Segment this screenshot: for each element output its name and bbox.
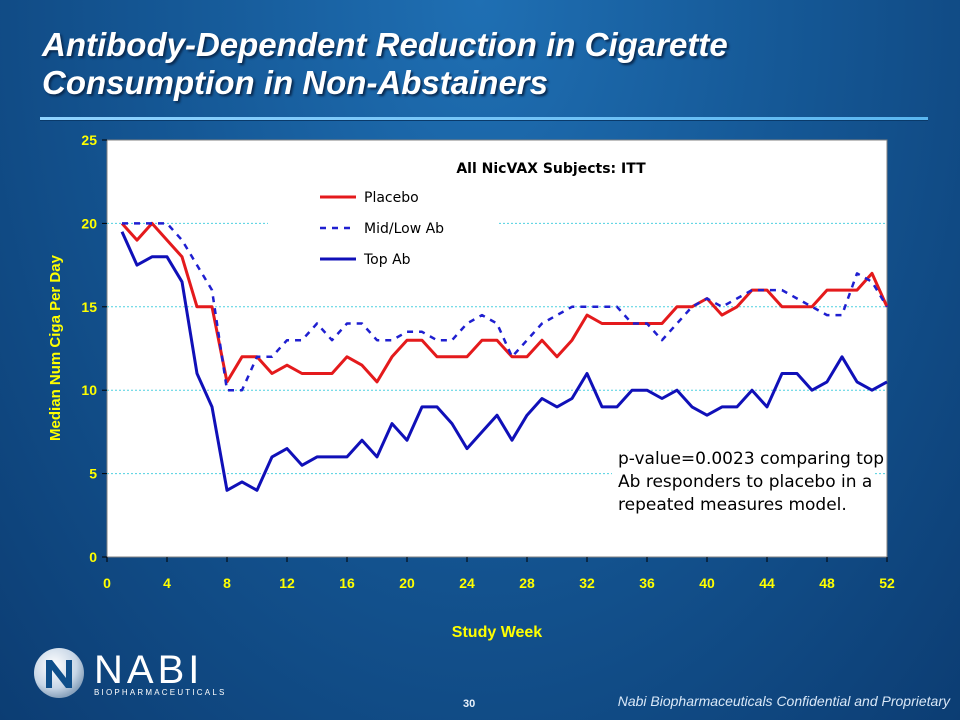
x-tick-label: 32 <box>579 575 595 591</box>
annotation-box <box>612 438 874 516</box>
y-tick-label: 25 <box>81 132 97 148</box>
chart-legend: Placebo Mid/Low Ab Top Ab <box>320 190 444 268</box>
legend-box <box>268 180 498 272</box>
page-number: 30 <box>463 698 476 710</box>
slide-title-line-1: Antibody-Dependent Reduction in Cigarett… <box>42 26 728 63</box>
y-tick-label: 5 <box>89 466 97 482</box>
x-tick-label: 4 <box>163 575 171 591</box>
x-tick-label: 28 <box>519 575 535 591</box>
legend-label: Mid/Low Ab <box>364 221 444 237</box>
x-tick-label: 44 <box>759 575 775 591</box>
x-tick-label: 36 <box>639 575 655 591</box>
x-tick-label: 48 <box>819 575 835 591</box>
y-tick-label: 10 <box>81 382 97 398</box>
p-value-annotation: p-value=0.0023 comparing top Ab responder… <box>618 449 884 515</box>
chart-title: All NicVAX Subjects: ITT <box>456 161 646 177</box>
annotation-line: repeated measures model. <box>618 495 847 515</box>
x-tick-label: 40 <box>699 575 715 591</box>
title-underline <box>40 117 928 121</box>
y-tick-label: 0 <box>89 549 97 565</box>
slide-title-line-2: Consumption in Non-Abstainers <box>42 64 548 101</box>
nabi-globe-icon <box>34 648 84 698</box>
x-tick-label: 0 <box>103 575 111 591</box>
x-tick-label: 20 <box>399 575 415 591</box>
series-line-mid-low-ab <box>122 222 889 392</box>
series-line-top-ab <box>120 231 888 492</box>
logo-tagline: BIOPHARMACEUTICALS <box>94 688 227 697</box>
y-axis-label: Median Num Ciga Per Day <box>47 254 64 441</box>
x-tick-label: 16 <box>339 575 355 591</box>
x-tick-label: 12 <box>279 575 295 591</box>
y-tick-label: 20 <box>81 215 97 231</box>
legend-label: Top Ab <box>363 252 411 268</box>
x-tick-label: 8 <box>223 575 231 591</box>
x-axis-label: Study Week <box>452 624 543 641</box>
footer-confidential: Nabi Biopharmaceuticals Confidential and… <box>617 693 950 709</box>
slide-title: Antibody-Dependent Reduction in Cigarett… <box>42 26 942 102</box>
legend-label: Placebo <box>364 190 419 206</box>
logo-wordmark: NABI <box>94 648 204 692</box>
y-tick-label: 15 <box>81 299 97 315</box>
nabi-logo: NABI BIOPHARMACEUTICALS <box>32 646 242 706</box>
x-tick-label: 52 <box>879 575 895 591</box>
annotation-line: Ab responders to placebo in a <box>618 472 872 492</box>
annotation-line: p-value=0.0023 comparing top <box>618 449 884 469</box>
x-tick-label: 24 <box>459 575 475 591</box>
